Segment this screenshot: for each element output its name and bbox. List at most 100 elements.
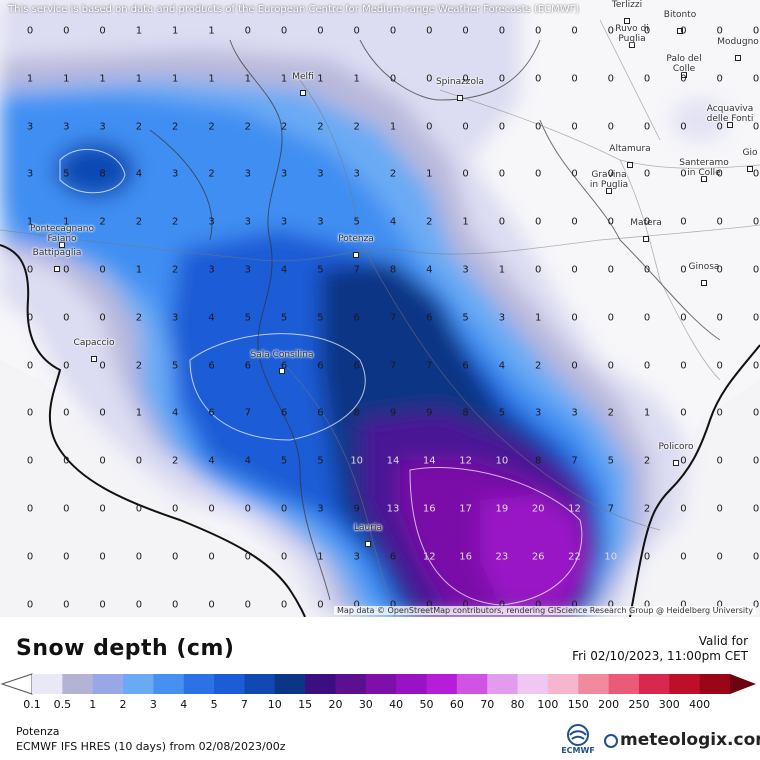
grid-value: 0 [244,25,251,37]
grid-value: 0 [643,264,651,276]
grid-value: 5 [244,312,251,324]
grid-value: 2 [280,121,288,133]
town-label: Ruvo di Puglia [615,24,649,44]
grid-value: 0 [426,121,433,133]
grid-value: 0 [244,551,251,563]
grid-value: 2 [389,168,397,180]
scale-tick-label: 250 [628,698,650,711]
grid-value: 2 [172,216,179,228]
meteologix-logo-icon [604,734,618,748]
grid-value: 6 [208,407,215,419]
grid-value: 2 [643,503,651,515]
valid-date: Fri 02/10/2023, 11:00pm CET [572,649,748,663]
grid-value: 0 [607,599,614,611]
grid-value: 16 [422,503,436,515]
scale-tick-label: 70 [480,698,495,711]
grid-value: 0 [135,455,143,467]
grid-value: 1 [389,121,397,133]
grid-value: 0 [643,216,651,228]
grid-value: 0 [280,25,288,37]
grid-value: 3 [99,121,106,133]
grid-value: 19 [495,503,509,515]
grid-value: 0 [752,360,760,372]
snow-depth-map[interactable]: This service is based on data and produc… [0,0,760,617]
grid-value: 0 [99,551,106,563]
grid-value: 7 [571,455,578,467]
scale-swatch [669,674,701,694]
map-attribution[interactable]: Map data © OpenStreetMap contributors, r… [334,606,756,615]
grid-value: 0 [172,503,179,515]
grid-value: 0 [26,503,34,515]
grid-value: 6 [280,407,288,419]
grid-value: 3 [498,312,506,324]
grid-value: 0 [26,264,34,276]
town-label: Matera [630,218,662,228]
town-label: Policoro [658,442,694,452]
grid-value: 2 [135,216,143,228]
scale-swatch [183,674,215,694]
town-marker [701,280,707,286]
scale-swatch [487,674,519,694]
town-label: Spinazzola [435,77,485,87]
grid-value: 0 [716,216,723,228]
scale-swatch [153,674,185,694]
grid-value: 0 [752,25,760,37]
grid-value: 0 [680,73,687,85]
grid-value: 0 [680,25,687,37]
grid-value: 1 [317,73,324,85]
scale-tick-label: 80 [510,698,525,711]
grid-value: 1 [135,25,143,37]
grid-value: 4 [172,407,179,419]
scale-swatch [608,674,640,694]
scale-tick-label: 0.5 [53,698,72,711]
grid-value: 0 [643,599,651,611]
grid-value: 0 [498,216,506,228]
grid-value: 0 [63,312,70,324]
town-marker [643,236,649,242]
grid-value: 0 [99,503,106,515]
town-label: Gio [742,148,758,158]
grid-value: 0 [607,264,614,276]
grid-value: 4 [208,312,215,324]
scale-tick-label: 100 [537,698,559,711]
grid-value: 0 [63,360,70,372]
grid-value: 0 [426,599,433,611]
grid-value: 5 [462,312,469,324]
grid-value: 3 [172,312,179,324]
town-marker [629,42,635,48]
grid-value: 0 [643,360,651,372]
brand-name[interactable]: meteologix.com [620,730,760,750]
scale-max-arrow [730,674,756,694]
grid-value: 26 [531,551,545,563]
grid-value: 4 [426,264,433,276]
scale-tick-label: 20 [328,698,343,711]
grid-value: 2 [135,121,143,133]
grid-value: 0 [99,25,106,37]
grid-value: 0 [680,168,687,180]
town-marker [701,176,707,182]
model-run: ECMWF IFS HRES (10 days) from 02/08/2023… [16,740,286,753]
grid-value: 0 [535,264,542,276]
town-label: Bitonto [663,10,697,20]
scale-swatch [517,674,549,694]
grid-value: 0 [607,25,614,37]
grid-value: 0 [26,599,34,611]
grid-value: 0 [26,407,34,419]
grid-value: 8 [462,407,469,419]
grid-value: 0 [716,455,723,467]
grid-value: 0 [99,599,106,611]
grid-value: 0 [571,360,578,372]
grid-value: 0 [135,599,143,611]
grid-value: 0 [571,599,578,611]
grid-value: 5 [280,455,288,467]
grid-value: 1 [498,264,506,276]
grid-value: 3 [317,216,324,228]
town-marker [353,252,359,258]
grid-value: 0 [607,216,614,228]
grid-value: 3 [244,216,251,228]
grid-value: 0 [535,599,542,611]
town-label: Lauria [354,523,382,533]
grid-value: 2 [353,121,360,133]
grid-value: 0 [607,312,614,324]
town-marker [365,541,371,547]
